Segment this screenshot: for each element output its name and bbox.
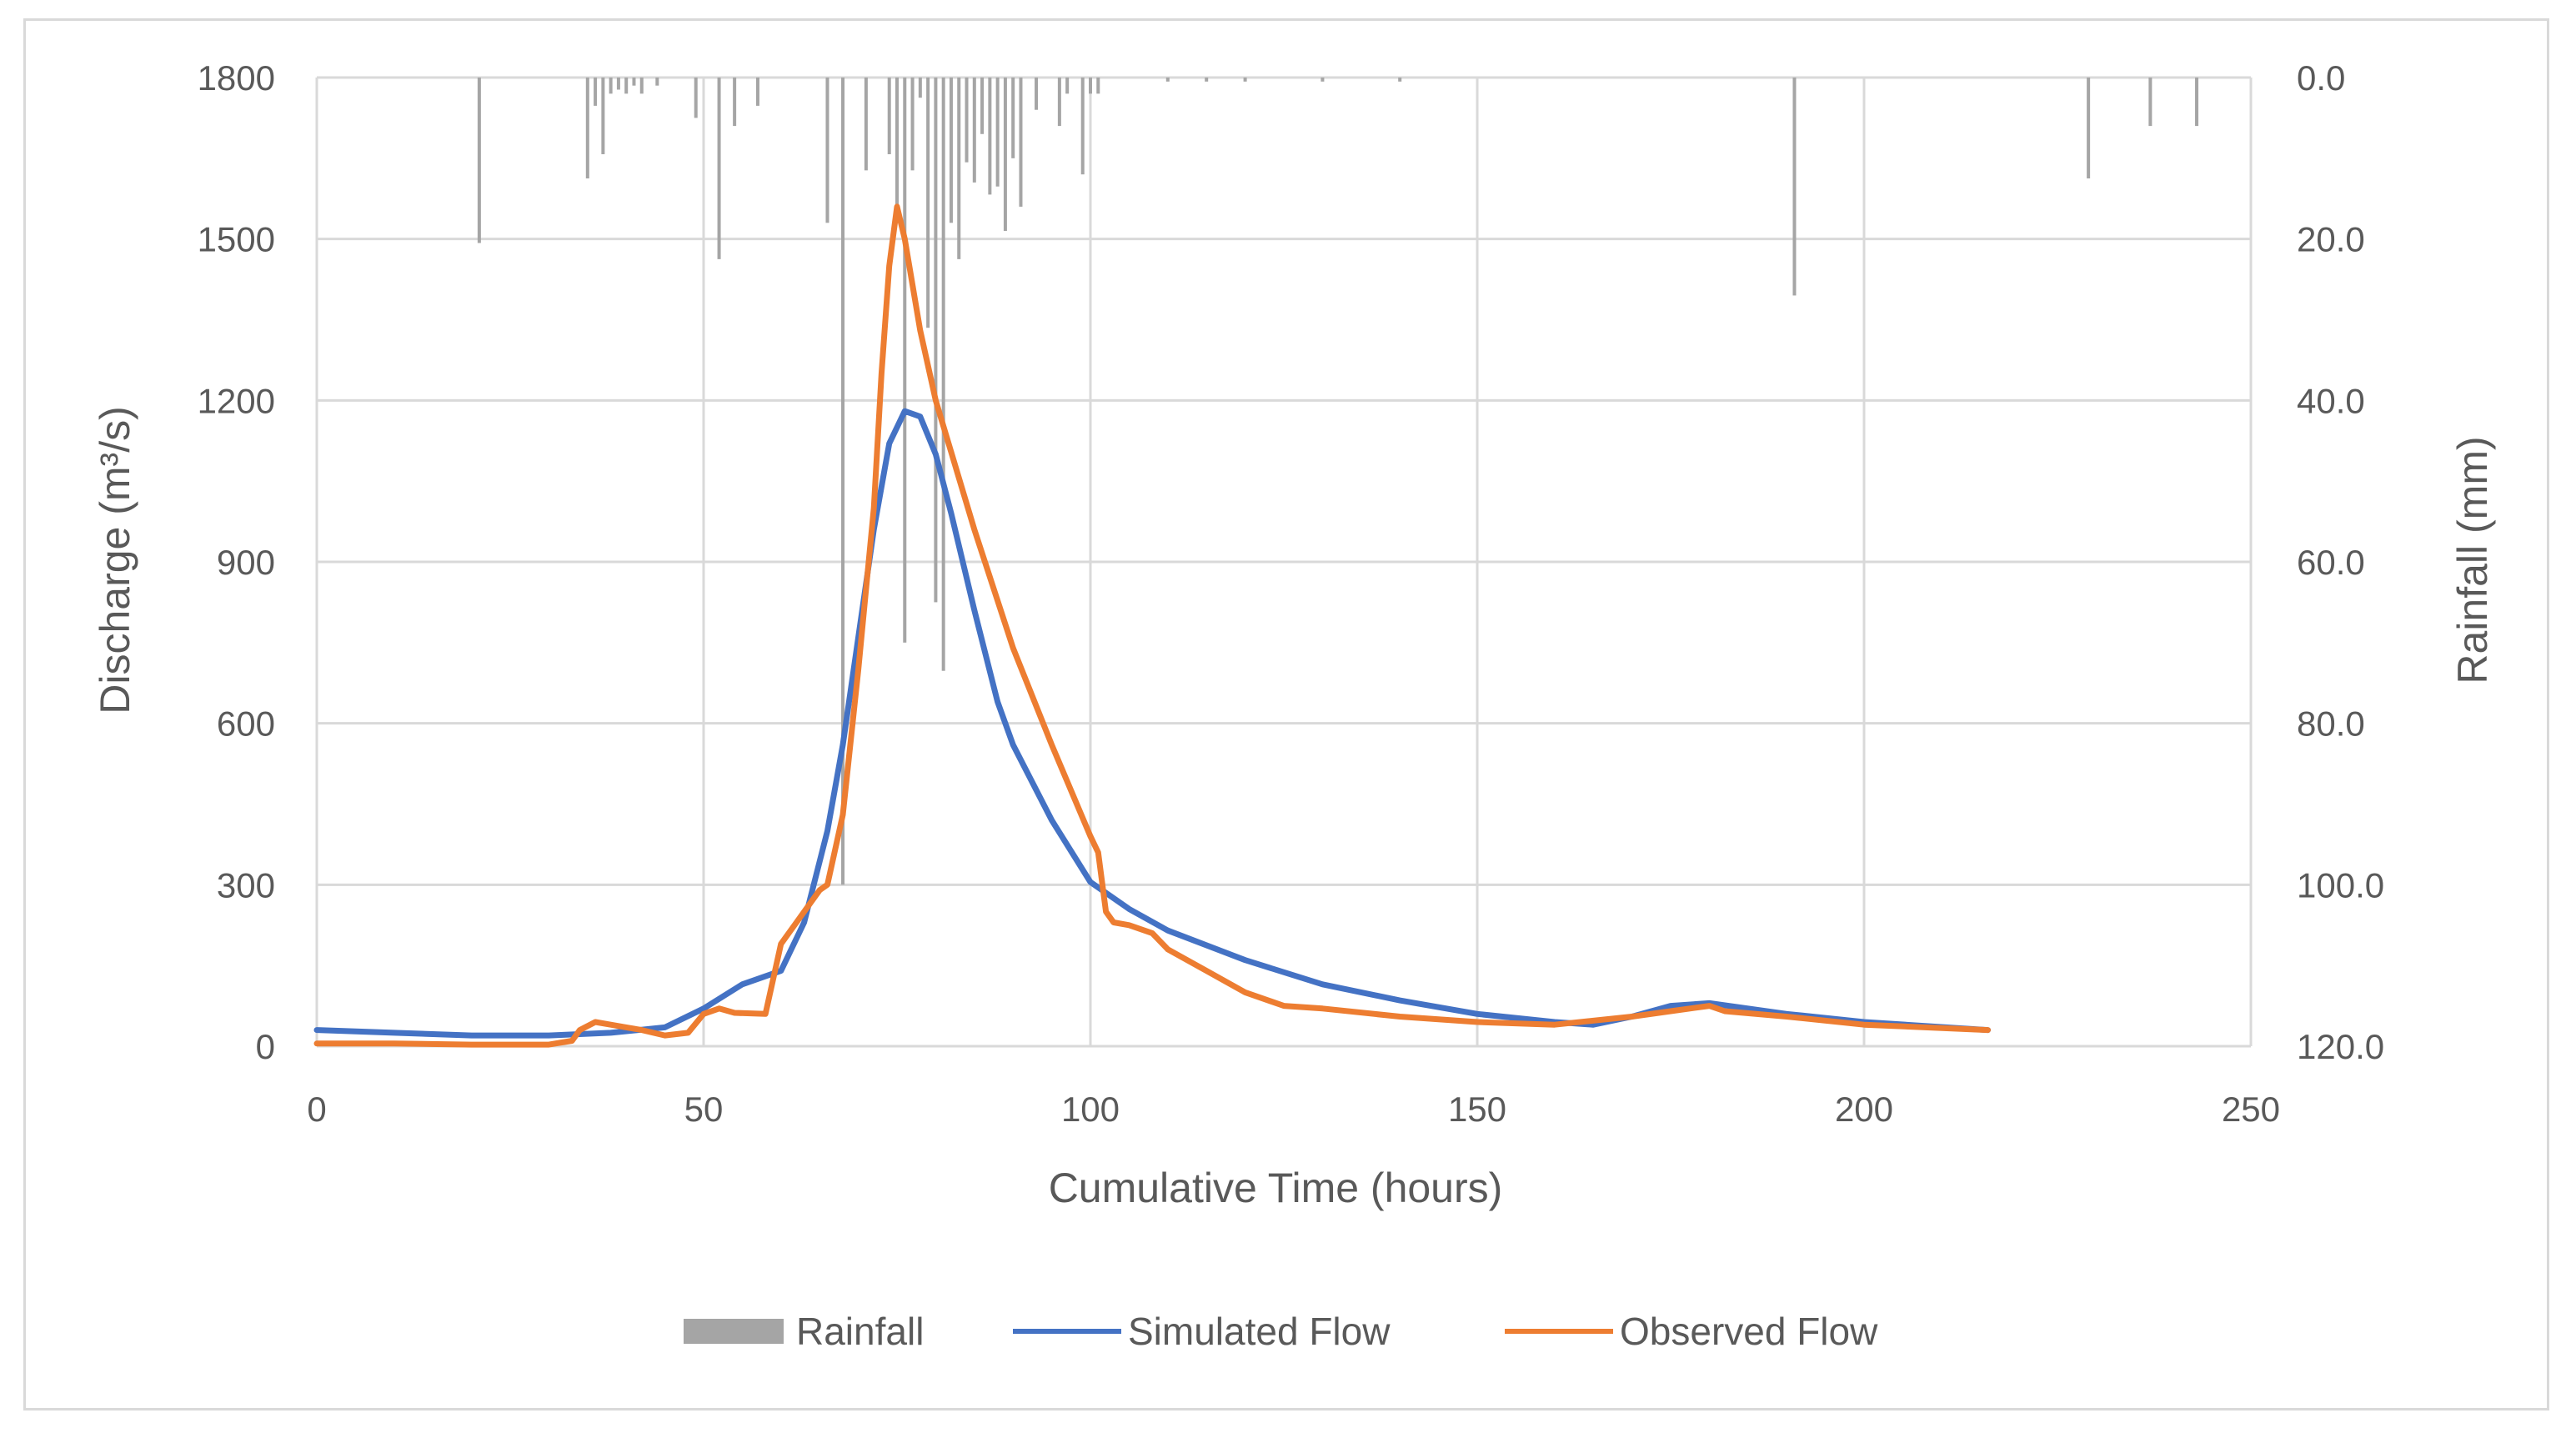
observed-flow-line bbox=[313, 203, 1991, 1048]
rainfall-bar bbox=[895, 78, 899, 211]
x-tick-label: 150 bbox=[1448, 1090, 1506, 1129]
y2-axis-title: Rainfall (mm) bbox=[2449, 436, 2496, 684]
rainfall-bar bbox=[1011, 78, 1015, 158]
rainfall-bar bbox=[941, 78, 945, 671]
x-tick-label: 50 bbox=[684, 1090, 724, 1129]
rainfall-bar bbox=[585, 78, 589, 179]
y-tick-label: 300 bbox=[217, 865, 275, 904]
rainfall-bar bbox=[733, 78, 737, 127]
y2-tick-label: 60.0 bbox=[2297, 543, 2365, 582]
y-tick-label: 1800 bbox=[198, 58, 275, 98]
x-tick-label: 200 bbox=[1835, 1090, 1893, 1129]
rainfall-bar bbox=[477, 78, 481, 243]
rainfall-bar bbox=[825, 78, 829, 223]
rainfall-bar bbox=[1057, 78, 1061, 127]
y2-tick-label: 80.0 bbox=[2297, 704, 2365, 744]
rainfall-bar bbox=[632, 78, 636, 86]
grid-layer bbox=[315, 76, 2253, 1048]
rainfall-bar bbox=[694, 78, 698, 118]
rainfall-bar bbox=[1321, 78, 1325, 82]
rainfall-bar bbox=[918, 78, 922, 98]
rainfall-bar bbox=[926, 78, 930, 328]
legend-label-rainfall: Rainfall bbox=[796, 1310, 924, 1353]
y2-tick-label: 100.0 bbox=[2297, 865, 2384, 904]
y2-tick-label: 20.0 bbox=[2297, 220, 2365, 259]
rainfall-bar bbox=[965, 78, 969, 163]
rainfall-bars bbox=[477, 78, 2199, 885]
y-tick-label: 0 bbox=[256, 1027, 275, 1066]
rainfall-bar bbox=[1205, 78, 1209, 82]
rainfall-bar bbox=[1096, 78, 1100, 94]
y2-tick-label: 0.0 bbox=[2297, 58, 2345, 98]
rainfall-bar bbox=[655, 78, 659, 86]
y2-tick-label: 120.0 bbox=[2297, 1027, 2384, 1066]
rainfall-bar bbox=[949, 78, 953, 223]
legend-label-simulated: Simulated Flow bbox=[1128, 1310, 1391, 1353]
rainfall-bar bbox=[2195, 78, 2199, 127]
rainfall-bar bbox=[1003, 78, 1007, 231]
legend: Rainfall Simulated Flow Observed Flow bbox=[684, 1310, 1878, 1353]
rainfall-bar bbox=[717, 78, 721, 259]
rainfall-bar bbox=[1792, 78, 1797, 296]
rainfall-bar bbox=[1243, 78, 1247, 82]
rainfall-bar bbox=[841, 78, 845, 885]
rainfall-bar bbox=[1065, 78, 1070, 94]
y-tick-label: 900 bbox=[217, 543, 275, 582]
rainfall-bar bbox=[2087, 78, 2091, 179]
rainfall-bar bbox=[995, 78, 1000, 187]
y-axis-title: Discharge (m³/s) bbox=[92, 406, 138, 714]
rainfall-bar bbox=[910, 78, 915, 171]
rainfall-bar bbox=[639, 78, 644, 94]
rainfall-bar bbox=[934, 78, 938, 603]
rainfall-bar bbox=[903, 78, 907, 643]
rainfall-bar bbox=[972, 78, 976, 183]
legend-swatch-rainfall bbox=[684, 1319, 784, 1344]
rainfall-bar bbox=[616, 78, 620, 90]
rainfall-bar bbox=[957, 78, 961, 259]
x-tick-label: 0 bbox=[307, 1090, 326, 1129]
y2-tick-label: 40.0 bbox=[2297, 381, 2365, 420]
rainfall-bar bbox=[624, 78, 629, 94]
y-tick-label: 1200 bbox=[198, 381, 275, 420]
legend-label-observed: Observed Flow bbox=[1620, 1310, 1878, 1353]
x-axis-title: Cumulative Time (hours) bbox=[1049, 1165, 1503, 1211]
rainfall-bar bbox=[1165, 78, 1170, 82]
rainfall-bar bbox=[1089, 78, 1092, 94]
rainfall-bar bbox=[1019, 78, 1023, 207]
rainfall-bar bbox=[1035, 78, 1039, 110]
chart-frame bbox=[23, 18, 2549, 1410]
rainfall-bar bbox=[988, 78, 992, 195]
series-lines bbox=[313, 203, 1991, 1048]
rainfall-bar bbox=[609, 78, 613, 94]
x-tick-label: 100 bbox=[1061, 1090, 1120, 1129]
y-tick-label: 1500 bbox=[198, 220, 275, 259]
rainfall-bar bbox=[864, 78, 868, 171]
rainfall-bar bbox=[755, 78, 759, 106]
rainfall-bar bbox=[887, 78, 891, 154]
rainfall-bar bbox=[980, 78, 985, 134]
rainfall-bar bbox=[1398, 78, 1402, 82]
x-tick-label: 250 bbox=[2222, 1090, 2280, 1129]
rainfall-bar bbox=[601, 78, 605, 154]
rainfall-bar bbox=[1080, 78, 1085, 175]
y-tick-label: 600 bbox=[217, 704, 275, 744]
rainfall-bar bbox=[2148, 78, 2153, 127]
rainfall-bar bbox=[594, 78, 598, 106]
